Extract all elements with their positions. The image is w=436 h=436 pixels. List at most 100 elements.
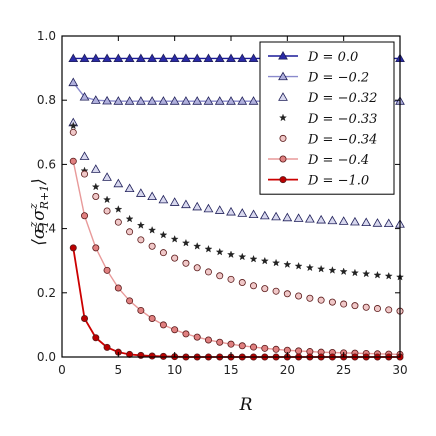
data-point-5-8 [159,321,167,329]
series-4 [69,128,404,315]
data-point-4-27 [373,305,381,313]
data-point-2-25 [350,216,360,226]
data-point-5-20 [295,347,303,355]
data-point-4-26 [362,303,370,311]
data-point-3-14 [227,250,235,258]
data-point-1-12 [203,96,214,105]
data-point-1-15 [237,96,248,105]
y-label-close: ⟩ [29,178,49,186]
data-point-4-7 [148,242,156,250]
data-point-3-24 [339,267,348,275]
data-point-6-7 [148,352,156,360]
data-point-3-18 [272,258,281,267]
data-point-4-23 [328,298,336,306]
legend-marker-0 [278,50,288,60]
data-point-3-5 [125,214,134,223]
data-point-0-13 [214,53,225,63]
data-point-3-3 [103,195,112,204]
data-point-4-21 [306,294,314,302]
data-point-3-19 [283,260,292,268]
data-point-3-25 [350,268,359,277]
data-point-0-12 [203,53,214,63]
data-point-6-3 [103,343,111,351]
data-point-0-6 [135,53,146,63]
data-point-4-14 [227,275,235,283]
data-point-2-27 [372,218,383,227]
y-tick-label: 0.0 [37,350,56,364]
data-point-1-6 [135,96,146,105]
data-point-5-14 [227,340,235,348]
data-point-4-28 [385,306,393,314]
data-point-3-12 [204,244,213,253]
x-tick-label: 20 [280,363,295,377]
data-point-3-21 [305,263,314,272]
data-point-2-2 [90,164,101,173]
data-point-4-9 [171,254,179,262]
data-point-2-3 [102,172,112,181]
data-point-1-11 [192,96,203,105]
data-point-0-3 [102,53,112,63]
data-point-4-17 [261,285,269,293]
series-6 [69,244,404,361]
y-label-sup2: z [27,203,40,210]
data-point-5-13 [216,338,224,346]
data-point-1-14 [226,96,236,105]
legend-label-6: D = −1.0 [307,174,369,189]
data-point-3-8 [159,230,168,239]
data-point-2-12 [203,203,214,213]
data-point-1-9 [169,96,180,105]
data-point-1-3 [102,95,112,105]
data-point-3-15 [238,252,247,261]
data-point-4-12 [204,268,212,276]
y-label-sigma2: σ [29,209,49,221]
data-point-5-12 [204,336,212,344]
legend-marker-3 [279,113,287,122]
legend-label-1: D = −0.2 [307,71,369,86]
data-point-1-7 [147,96,158,105]
series-line-6 [72,247,400,358]
data-point-3-11 [193,242,202,250]
data-point-1-13 [214,96,225,105]
data-point-1-16 [248,96,259,105]
legend-label-2: D = −0.32 [307,91,377,106]
data-point-6-0 [69,244,77,252]
legend-label-3: D = −0.33 [307,112,377,127]
data-point-3-26 [362,269,371,278]
data-point-1-5 [124,96,135,105]
data-point-3-13 [215,247,224,256]
svg-text:⟨σz1σzR+1⟩: ⟨σz1σzR+1⟩ [27,178,51,246]
data-point-4-20 [295,292,303,300]
data-point-2-5 [124,183,135,193]
data-point-3-0 [69,121,78,130]
x-tick-label: 30 [392,363,407,377]
data-point-0-11 [192,53,203,63]
data-point-2-6 [135,188,146,197]
legend-entry-2: D = −0.32 [278,91,377,106]
legend-label-4: D = −0.34 [307,132,377,147]
data-point-1-4 [113,96,124,105]
legend-entry-4: D = −0.34 [279,132,377,147]
data-point-5-3 [103,266,111,274]
axes: 0 5 10 15 20 25 30 0.0 0.2 0.4 0.6 0.8 1.0 [37,29,408,377]
x-tick-label: 15 [223,363,238,377]
data-point-4-13 [216,272,224,280]
data-point-2-13 [214,205,225,214]
x-axis-label: R [239,395,253,415]
legend-entry-6: D = −1.0 [268,174,369,189]
data-point-5-15 [238,342,246,350]
y-label-sub1: 1 [38,221,51,228]
data-point-2-22 [316,214,327,224]
data-point-5-9 [171,326,179,334]
data-point-3-16 [249,254,258,263]
data-point-3-22 [317,264,326,273]
legend-entry-1: D = −0.2 [268,71,369,86]
y-tick-label: 0.8 [37,93,56,107]
data-point-4-19 [283,290,291,298]
data-point-4-8 [159,249,167,257]
data-point-0-16 [248,53,259,63]
data-point-2-15 [237,208,248,217]
data-point-3-7 [148,226,157,234]
data-point-4-5 [126,228,134,236]
data-point-5-7 [148,314,156,322]
y-axis-label: ⟨σz1σzR+1⟩ [27,178,51,246]
